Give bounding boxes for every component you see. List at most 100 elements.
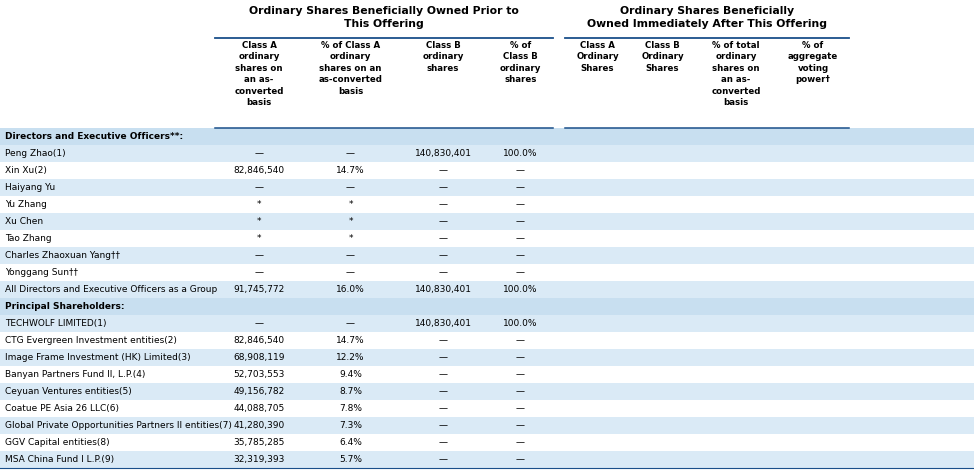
Bar xyxy=(0,196,974,213)
Text: % of
Class B
ordinary
shares: % of Class B ordinary shares xyxy=(500,41,542,84)
Text: —: — xyxy=(438,166,447,175)
Text: All Directors and Executive Officers as a Group: All Directors and Executive Officers as … xyxy=(5,285,217,294)
Text: *: * xyxy=(257,200,261,209)
Text: Class B
Ordinary
Shares: Class B Ordinary Shares xyxy=(641,41,684,73)
Bar xyxy=(0,247,974,264)
Text: 16.0%: 16.0% xyxy=(336,285,365,294)
Bar xyxy=(0,451,974,468)
Text: 49,156,782: 49,156,782 xyxy=(234,387,284,396)
Text: —: — xyxy=(438,455,447,464)
Bar xyxy=(0,179,974,196)
Text: Yu Zhang: Yu Zhang xyxy=(5,200,47,209)
Text: —: — xyxy=(516,455,525,464)
Text: Xu Chen: Xu Chen xyxy=(5,217,43,226)
Text: —: — xyxy=(438,217,447,226)
Text: % of
aggregate
voting
power†: % of aggregate voting power† xyxy=(788,41,838,84)
Text: Yonggang Sun††: Yonggang Sun†† xyxy=(5,268,78,277)
Text: Charles Zhaoxuan Yang††: Charles Zhaoxuan Yang†† xyxy=(5,251,120,260)
Text: Image Frame Investment (HK) Limited(3): Image Frame Investment (HK) Limited(3) xyxy=(5,353,191,362)
Text: —: — xyxy=(438,353,447,362)
Text: —: — xyxy=(516,404,525,413)
Text: 140,830,401: 140,830,401 xyxy=(415,285,471,294)
Text: 44,088,705: 44,088,705 xyxy=(234,404,284,413)
Text: Tao Zhang: Tao Zhang xyxy=(5,234,52,243)
Text: —: — xyxy=(516,183,525,192)
Text: —: — xyxy=(346,183,355,192)
Text: —: — xyxy=(438,404,447,413)
Bar xyxy=(0,417,974,434)
Text: 14.7%: 14.7% xyxy=(336,166,365,175)
Text: Class A
ordinary
shares on
an as-
converted
basis: Class A ordinary shares on an as- conver… xyxy=(235,41,283,107)
Text: 91,745,772: 91,745,772 xyxy=(234,285,284,294)
Text: % of total
ordinary
shares on
an as-
converted
basis: % of total ordinary shares on an as- con… xyxy=(711,41,761,107)
Bar xyxy=(0,400,974,417)
Text: 7.3%: 7.3% xyxy=(339,421,362,430)
Text: —: — xyxy=(516,234,525,243)
Text: 32,319,393: 32,319,393 xyxy=(234,455,284,464)
Text: —: — xyxy=(254,149,264,158)
Text: 9.4%: 9.4% xyxy=(339,370,362,379)
Text: —: — xyxy=(516,353,525,362)
Text: TECHWOLF LIMITED(1): TECHWOLF LIMITED(1) xyxy=(5,319,106,328)
Text: —: — xyxy=(438,251,447,260)
Text: —: — xyxy=(346,149,355,158)
Text: Ordinary Shares Beneficially Owned Prior to
This Offering: Ordinary Shares Beneficially Owned Prior… xyxy=(249,6,519,29)
Text: —: — xyxy=(516,387,525,396)
Text: 52,703,553: 52,703,553 xyxy=(234,370,284,379)
Text: —: — xyxy=(516,370,525,379)
Text: —: — xyxy=(346,268,355,277)
Bar xyxy=(0,332,974,349)
Text: *: * xyxy=(257,234,261,243)
Bar xyxy=(0,434,974,451)
Bar xyxy=(0,298,974,315)
Text: *: * xyxy=(349,217,353,226)
Text: —: — xyxy=(254,319,264,328)
Text: Xin Xu(2): Xin Xu(2) xyxy=(5,166,47,175)
Text: —: — xyxy=(516,421,525,430)
Text: Haiyang Yu: Haiyang Yu xyxy=(5,183,56,192)
Text: Class B
ordinary
shares: Class B ordinary shares xyxy=(423,41,464,73)
Text: —: — xyxy=(346,251,355,260)
Text: —: — xyxy=(516,166,525,175)
Text: Class A
Ordinary
Shares: Class A Ordinary Shares xyxy=(577,41,618,73)
Text: Peng Zhao(1): Peng Zhao(1) xyxy=(5,149,65,158)
Text: —: — xyxy=(438,268,447,277)
Text: 5.7%: 5.7% xyxy=(339,455,362,464)
Text: Global Private Opportunities Partners II entities(7): Global Private Opportunities Partners II… xyxy=(5,421,232,430)
Text: 41,280,390: 41,280,390 xyxy=(234,421,284,430)
Text: Banyan Partners Fund II, L.P.(4): Banyan Partners Fund II, L.P.(4) xyxy=(5,370,145,379)
Text: % of Class A
ordinary
shares on an
as-converted
basis: % of Class A ordinary shares on an as-co… xyxy=(318,41,383,96)
Text: 6.4%: 6.4% xyxy=(339,438,362,447)
Text: 82,846,540: 82,846,540 xyxy=(234,336,284,345)
Text: 7.8%: 7.8% xyxy=(339,404,362,413)
Text: —: — xyxy=(438,234,447,243)
Text: —: — xyxy=(516,217,525,226)
Text: —: — xyxy=(516,268,525,277)
Bar xyxy=(0,230,974,247)
Text: Directors and Executive Officers**:: Directors and Executive Officers**: xyxy=(5,132,183,141)
Text: —: — xyxy=(438,200,447,209)
Bar xyxy=(0,281,974,298)
Text: —: — xyxy=(438,370,447,379)
Text: —: — xyxy=(516,336,525,345)
Bar xyxy=(0,0,974,128)
Text: *: * xyxy=(349,200,353,209)
Text: Ordinary Shares Beneficially
Owned Immediately After This Offering: Ordinary Shares Beneficially Owned Immed… xyxy=(587,6,827,29)
Bar xyxy=(0,366,974,383)
Text: —: — xyxy=(516,200,525,209)
Text: —: — xyxy=(254,183,264,192)
Text: *: * xyxy=(257,217,261,226)
Text: —: — xyxy=(254,268,264,277)
Bar xyxy=(0,315,974,332)
Text: —: — xyxy=(438,438,447,447)
Text: 12.2%: 12.2% xyxy=(336,353,364,362)
Text: 82,846,540: 82,846,540 xyxy=(234,166,284,175)
Text: 100.0%: 100.0% xyxy=(504,149,538,158)
Text: 140,830,401: 140,830,401 xyxy=(415,149,471,158)
Text: Ceyuan Ventures entities(5): Ceyuan Ventures entities(5) xyxy=(5,387,131,396)
Bar xyxy=(0,145,974,162)
Text: —: — xyxy=(438,387,447,396)
Text: MSA China Fund I L.P.(9): MSA China Fund I L.P.(9) xyxy=(5,455,114,464)
Bar xyxy=(0,383,974,400)
Text: CTG Evergreen Investment entities(2): CTG Evergreen Investment entities(2) xyxy=(5,336,177,345)
